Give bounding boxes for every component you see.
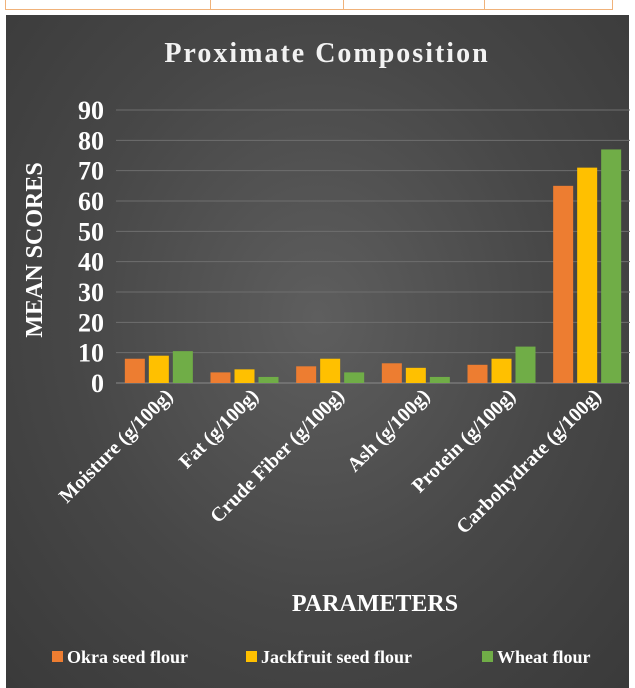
y-tick-label: 30: [78, 278, 104, 307]
category-labels: Moisture (g/100g)Fat (g/100g)Crude Fiber…: [55, 385, 606, 538]
bar: [124, 358, 145, 383]
y-tick-label: 20: [78, 308, 104, 337]
bar: [491, 358, 512, 383]
bar: [381, 363, 402, 383]
bar: [429, 376, 450, 383]
table-cell: [211, 0, 344, 9]
bar: [577, 167, 598, 383]
legend-label: Wheat flour: [497, 647, 591, 667]
y-tick-label: 60: [78, 187, 104, 216]
legend-swatch: [482, 651, 493, 662]
bar: [405, 367, 426, 383]
category-label: Carbohydrate (g/100g): [452, 385, 605, 538]
legend-swatch: [52, 651, 63, 662]
y-tick-label: 90: [78, 96, 104, 125]
bar: [296, 366, 317, 383]
bar: [172, 351, 193, 383]
y-tick-label: 70: [78, 157, 104, 186]
legend-label: Okra seed flour: [67, 647, 188, 667]
y-tick-label: 0: [91, 369, 104, 398]
bar: [601, 149, 622, 383]
y-tick-label: 50: [78, 217, 104, 246]
y-axis-title: MEAN SCORES: [22, 162, 48, 337]
category-label: Fat (g/100g): [175, 385, 263, 473]
legend-label: Jackfruit seed flour: [261, 647, 412, 667]
legend: Okra seed flour Jackfruit seed flour Wheat…: [52, 647, 591, 667]
bar: [467, 364, 488, 383]
category-label: Moisture (g/100g): [55, 385, 178, 508]
category-label: Ash (g/100g): [343, 385, 434, 476]
top-table-border: [5, 0, 613, 10]
table-cell: [6, 0, 211, 9]
bar: [210, 372, 231, 383]
legend-swatch: [246, 651, 257, 662]
y-tick-label: 40: [78, 248, 104, 277]
bar: [344, 372, 365, 383]
table-cell: [344, 0, 485, 9]
bar: [148, 355, 169, 383]
y-tick-label: 80: [78, 126, 104, 155]
y-tick-label: 10: [78, 339, 104, 368]
bar: [258, 376, 279, 383]
bar: [515, 346, 536, 383]
chart-title: Proximate Composition: [164, 38, 489, 69]
bar: [553, 185, 574, 383]
x-axis-title: PARAMETERS: [292, 591, 458, 617]
bar: [234, 369, 255, 383]
bar: [320, 358, 341, 383]
gridlines: [116, 109, 630, 384]
bars: [124, 149, 622, 383]
